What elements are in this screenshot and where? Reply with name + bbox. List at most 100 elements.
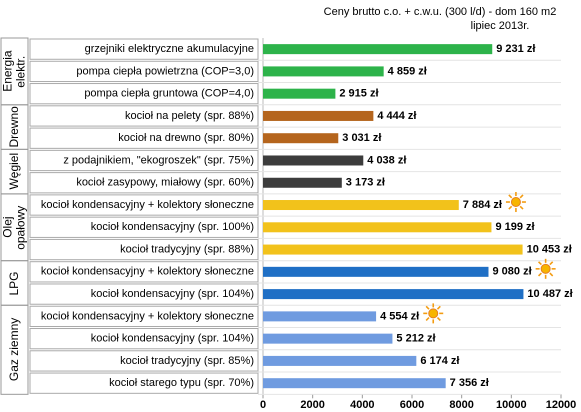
x-tick-label: 12000 — [546, 399, 577, 411]
bar — [263, 311, 377, 322]
sun-ray — [519, 205, 524, 210]
bar — [263, 378, 446, 389]
value-label: 9 231 zł — [496, 43, 535, 55]
category-box — [29, 261, 259, 283]
value-label: 7 884 zł — [463, 199, 502, 211]
x-tick-label: 2000 — [300, 399, 324, 411]
category-box — [29, 38, 259, 60]
group-label: Węgiel — [7, 153, 21, 190]
category-box — [29, 83, 259, 105]
sun-ray — [549, 261, 554, 266]
bar — [263, 155, 364, 166]
category-box — [29, 238, 259, 261]
category-label: pompa ciepła powietrzna (COP=3,0) — [76, 65, 254, 77]
category-label: kocioł kondensacyjny + kolektory słonecz… — [41, 199, 254, 211]
category-label: grzejniki elektryczne akumulacyjne — [85, 43, 254, 55]
chart-title: Ceny brutto c.o. + c.w.u. (300 l/d) - do… — [324, 6, 557, 18]
x-tick-label: 8000 — [449, 399, 473, 411]
bar — [263, 200, 459, 211]
category-box — [29, 372, 259, 394]
sun-icon — [423, 303, 444, 324]
bar — [263, 133, 339, 144]
category-label: pompa ciepła gruntowa (COP=4,0) — [84, 88, 254, 100]
category-label: kocioł tradycyjny (spr. 85%) — [120, 355, 254, 367]
category-label: kocioł na drewno (spr. 80%) — [118, 132, 254, 144]
bar — [263, 244, 523, 255]
bar — [263, 110, 374, 121]
value-label: 2 915 zł — [339, 88, 378, 100]
group-label: Gaz ziemny — [7, 318, 21, 382]
group-label: Energia elektr. — [0, 50, 28, 93]
category-box — [29, 283, 259, 305]
x-tick-label: 4000 — [350, 399, 374, 411]
value-label: 3 173 zł — [346, 177, 385, 189]
category-box — [29, 305, 259, 328]
sun-icon — [505, 192, 526, 213]
sun-ray — [519, 194, 524, 199]
value-label: 9 080 zł — [492, 266, 531, 278]
sun-ray — [508, 205, 513, 210]
sun-icon — [535, 258, 556, 279]
category-box — [29, 149, 259, 172]
group-label: LPG — [7, 270, 21, 295]
value-label: 3 031 zł — [342, 132, 381, 144]
bar — [263, 355, 417, 366]
category-box — [29, 328, 259, 350]
group-label: Drewno — [7, 106, 21, 148]
value-label: 7 356 zł — [450, 377, 489, 389]
sun-core — [428, 308, 439, 319]
group-label: Olej opałowy — [0, 205, 28, 250]
category-box — [29, 60, 259, 83]
bar — [263, 266, 489, 277]
sun-ray — [549, 272, 554, 277]
value-label: 10 453 zł — [527, 243, 572, 255]
sun-core — [510, 197, 521, 208]
bar — [263, 44, 493, 55]
value-label: 4 038 zł — [367, 154, 406, 166]
sun-ray — [436, 317, 441, 322]
x-tick-label: 0 — [260, 399, 266, 411]
sun-ray — [537, 261, 542, 266]
sun-core — [540, 263, 551, 274]
sun-ray — [425, 317, 430, 322]
value-label: 5 212 zł — [396, 333, 435, 345]
category-box — [29, 127, 259, 149]
category-box — [29, 350, 259, 372]
category-label: kocioł kondensacyjny (spr. 100%) — [91, 221, 254, 233]
category-label: kocioł zasypowy, miałowy (spr. 60%) — [76, 177, 254, 189]
bar — [263, 333, 393, 344]
sun-ray — [436, 305, 441, 310]
bar — [263, 66, 384, 77]
value-label: 6 174 zł — [420, 355, 459, 367]
value-label: 9 199 zł — [495, 221, 534, 233]
category-box — [29, 194, 259, 216]
category-label: kocioł kondensacyjny + kolektory słonecz… — [41, 266, 254, 278]
x-tick-label: 6000 — [400, 399, 424, 411]
value-label: 10 487 zł — [527, 288, 572, 300]
category-label: kocioł kondensacyjny (spr. 104%) — [91, 333, 254, 345]
category-box — [29, 216, 259, 238]
sun-ray — [537, 272, 542, 277]
sun-ray — [425, 305, 430, 310]
bar — [263, 177, 342, 188]
category-label: z podajnikiem, "ekogroszek" (spr. 75%) — [63, 154, 254, 166]
category-label: kocioł na pelety (spr. 88%) — [125, 110, 254, 122]
category-label: kocioł kondensacyjny + kolektory słonecz… — [41, 310, 254, 322]
group-box — [0, 304, 29, 395]
category-label: kocioł tradycyjny (spr. 88%) — [120, 243, 254, 255]
value-label: 4 859 zł — [388, 65, 427, 77]
value-label: 4 444 zł — [377, 110, 416, 122]
category-label: kocioł starego typu (spr. 70%) — [109, 377, 254, 389]
bar — [263, 222, 492, 233]
category-box — [29, 105, 259, 127]
sun-ray — [508, 194, 513, 199]
category-label: kocioł kondensacyjny (spr. 104%) — [91, 288, 254, 300]
value-label: 4 554 zł — [380, 310, 419, 322]
x-tick-label: 10000 — [496, 399, 527, 411]
category-box — [29, 172, 259, 194]
bar — [263, 88, 336, 99]
bar — [263, 289, 524, 300]
chart-subtitle: lipiec 2013r. — [471, 20, 530, 32]
